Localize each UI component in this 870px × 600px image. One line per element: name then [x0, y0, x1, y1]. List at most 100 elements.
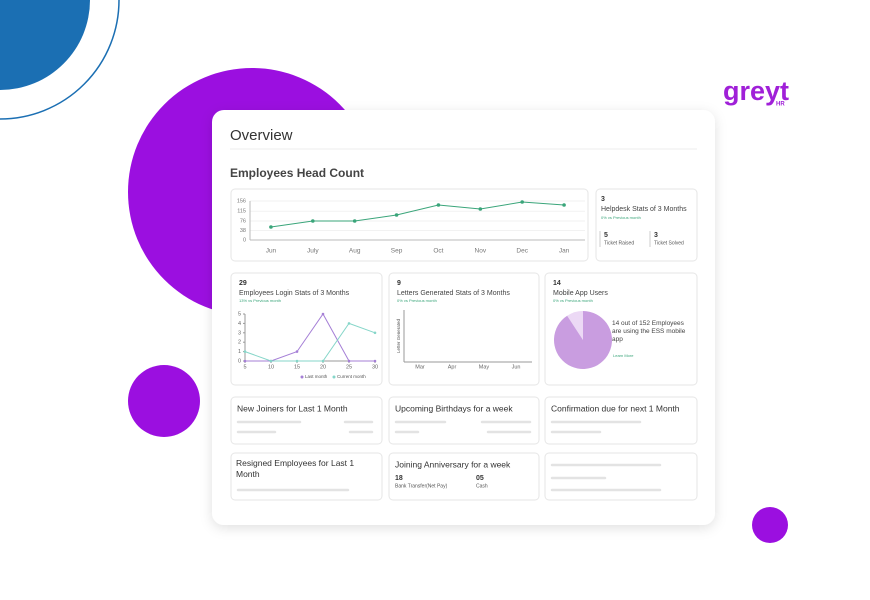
y-tick-label: 1: [238, 349, 241, 355]
point: [269, 359, 273, 363]
y-tick-label: 2: [238, 340, 241, 346]
y-tick-label: 0: [243, 237, 246, 243]
x-tick-label: Oct: [433, 248, 443, 255]
line: [270, 201, 565, 228]
point: [436, 203, 441, 207]
tickets-solved-label: Ticket Solved: [654, 240, 684, 246]
legend-swatch: [332, 375, 336, 379]
point: [562, 203, 566, 207]
pie-slice: [567, 311, 583, 340]
item-label: Cash: [476, 483, 488, 489]
y-tick-label: 38: [240, 228, 246, 234]
point: [311, 219, 315, 223]
point: [243, 350, 247, 353]
x-tick-label: Mar: [415, 364, 425, 370]
legend-swatch: [300, 375, 304, 379]
line: [245, 313, 375, 362]
card-title: Resigned Employees for Last 1 Month: [236, 458, 355, 479]
legend-label: Last month: [305, 374, 328, 379]
mobile-note: 14 out of 152 Employees are using the ES…: [612, 320, 686, 343]
placeholders: [236, 420, 662, 492]
x-tick-label: Apr: [448, 364, 457, 370]
learn-more[interactable]: Learn More: [613, 353, 634, 358]
point: [269, 225, 273, 229]
point: [295, 350, 299, 353]
stat-box: [388, 272, 540, 386]
deco-circle: [752, 507, 788, 543]
brand-sub: HR: [776, 102, 785, 108]
y-tick-label: 3: [238, 330, 241, 336]
tickets-solved: 3: [654, 232, 658, 239]
mobile-note-box: 14 out of 152 Employees are using the ES…: [612, 320, 686, 343]
x-tick-label: May: [479, 364, 490, 370]
card-title: Upcoming Birthdays for a week: [395, 403, 513, 413]
x-tick-label: Jun: [512, 364, 521, 370]
x-tick-label: Jan: [559, 248, 570, 255]
letters-change: 0% vs Previous month: [397, 298, 437, 303]
point: [347, 359, 351, 363]
legend-label: Current month: [337, 374, 366, 379]
mobile-change: 0% vs Previous month: [553, 298, 593, 303]
point: [520, 200, 524, 204]
y-tick-label: 76: [240, 218, 246, 224]
x-tick-label: 15: [294, 364, 300, 370]
y-tick-label: 156: [237, 198, 246, 204]
helpdesk-count: 3: [601, 196, 605, 203]
card-title-box: Resigned Employees for Last 1 Month: [236, 458, 355, 479]
login-change: 13% vs Previous month: [239, 298, 281, 303]
x-tick-label: 10: [268, 364, 274, 370]
y-tick-label: 4: [238, 321, 241, 327]
list-card: [388, 452, 540, 501]
item-value: 18: [395, 475, 403, 482]
y-tick-label: 0: [238, 358, 241, 364]
point: [243, 359, 247, 363]
overview-title: Overview: [230, 127, 293, 144]
helpdesk-title: Helpdesk Stats of 3 Months: [601, 206, 687, 213]
x-tick-label: Sep: [391, 248, 403, 255]
x-tick-label: Dec: [516, 248, 528, 255]
stat-box: [595, 188, 698, 262]
y-tick-label: 115: [237, 209, 246, 215]
x-tick-label: 30: [372, 364, 378, 370]
x-tick-label: Jun: [266, 248, 277, 255]
login-title: Employees Login Stats of 3 Months: [239, 290, 350, 297]
list-card: [230, 452, 383, 501]
pie-slice: [554, 311, 613, 370]
letters-count: 9: [397, 280, 401, 287]
point: [394, 213, 399, 217]
x-tick-label: Aug: [349, 248, 361, 255]
chart-box: [230, 188, 589, 262]
card-title: New Joiners for Last 1 Month: [237, 403, 348, 413]
letters-title: Letters Generated Stats of 3 Months: [397, 290, 510, 297]
card-title: Joining Anniversary for a week: [395, 459, 511, 469]
point: [373, 359, 377, 363]
item-value: 05: [476, 475, 484, 482]
tickets-raised: 5: [604, 232, 608, 239]
card-title: Confirmation due for next 1 Month: [551, 403, 680, 413]
mobile-count: 14: [553, 280, 561, 287]
helpdesk-change: 0% vs Previous month: [601, 215, 641, 220]
x-tick-label: 20: [320, 364, 326, 370]
stat-box: [230, 272, 383, 386]
x-tick-label: 25: [346, 364, 352, 370]
y-tick-label: 5: [238, 311, 241, 317]
list-card: [544, 452, 698, 501]
point: [347, 322, 351, 325]
point: [295, 359, 299, 363]
mobile-title: Mobile App Users: [553, 290, 608, 297]
point: [373, 331, 377, 335]
y-axis-label: Letter Generated: [396, 318, 401, 353]
x-tick-label: July: [307, 248, 319, 255]
x-tick-label: 5: [243, 364, 246, 370]
login-count: 29: [239, 280, 247, 287]
point: [321, 312, 325, 316]
section-title: Employees Head Count: [230, 166, 364, 180]
deco-circle: [0, 0, 90, 90]
tickets-raised-label: Ticket Raised: [604, 240, 634, 246]
point: [352, 219, 357, 223]
point: [321, 359, 325, 363]
item-label: Bank Transfer(Net Pay): [395, 483, 448, 489]
brand-name: greyt: [723, 76, 789, 106]
